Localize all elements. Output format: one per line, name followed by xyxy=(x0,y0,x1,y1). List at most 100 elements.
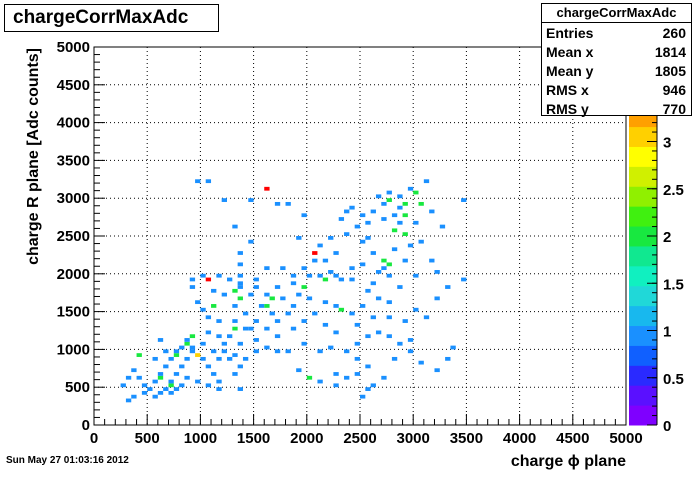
heatmap-cell xyxy=(370,251,376,255)
heatmap-cell xyxy=(365,220,371,225)
heatmap-cell xyxy=(173,349,180,354)
heatmap-cell xyxy=(344,375,350,380)
heatmap-cell xyxy=(221,341,227,346)
heatmap-cell xyxy=(264,304,270,308)
heatmap-cell xyxy=(248,326,254,331)
heatmap-cell xyxy=(221,198,227,202)
heatmap-cell xyxy=(221,292,227,297)
heatmap-cell xyxy=(200,273,206,278)
heatmap-cell xyxy=(296,236,302,240)
heatmap-cell xyxy=(365,334,371,339)
x-tick-label: 2000 xyxy=(290,430,323,447)
heatmap-cell xyxy=(407,349,414,354)
heatmap-cell xyxy=(317,273,323,278)
heatmap-cell xyxy=(125,375,132,380)
heatmap-cell xyxy=(461,198,467,202)
heatmap-cell xyxy=(413,220,419,225)
heatmap-cell xyxy=(189,349,196,354)
y-tick-label: 3000 xyxy=(57,190,90,207)
heatmap-cell xyxy=(232,326,238,331)
heatmap-cell xyxy=(131,368,137,373)
heatmap-cell xyxy=(413,273,419,278)
stat-row-mean-x: Mean x 1814 xyxy=(546,43,686,61)
heatmap-cell xyxy=(152,356,158,361)
heatmap-cell xyxy=(317,379,323,384)
heatmap-cell xyxy=(179,364,185,369)
heatmap-cell xyxy=(195,353,201,357)
heatmap-cell xyxy=(163,349,169,354)
heatmap-cell xyxy=(141,383,148,388)
heatmap-cell xyxy=(216,273,222,278)
heatmap-cell xyxy=(173,387,180,391)
heatmap-cell xyxy=(354,372,360,376)
stats-box: chargeCorrMaxAdc Entries 260 Mean x 1814… xyxy=(541,3,692,117)
heatmap-cell xyxy=(434,296,440,301)
heatmap-cell xyxy=(386,190,392,195)
heatmap-cell xyxy=(211,288,217,293)
heatmap-cell xyxy=(296,368,302,373)
heatmap-cell xyxy=(333,251,339,255)
heatmap-cell xyxy=(328,270,334,274)
heatmap-cell xyxy=(232,304,238,308)
heatmap-cell xyxy=(397,285,403,289)
stat-label: Entries xyxy=(546,25,594,41)
palette-swatch xyxy=(629,365,657,386)
heatmap-cell xyxy=(338,307,345,312)
heatmap-cell xyxy=(434,270,440,274)
heatmap-cell xyxy=(242,356,249,361)
heatmap-cell xyxy=(274,334,281,339)
heatmap-cell xyxy=(391,247,398,252)
heatmap-cell xyxy=(365,364,371,369)
heatmap-cell xyxy=(211,304,217,308)
heatmap-cell xyxy=(211,349,217,354)
heatmap-cell xyxy=(370,383,376,388)
heatmap-cell xyxy=(381,217,387,221)
stat-label: Mean y xyxy=(546,63,594,79)
heatmap-cell xyxy=(242,311,249,316)
x-tick-label: 2500 xyxy=(343,430,376,447)
heatmap-cell xyxy=(381,375,387,380)
heatmap-cell xyxy=(333,273,339,278)
heatmap-cell xyxy=(370,315,376,320)
heatmap-cell xyxy=(237,273,243,278)
stat-value: 1814 xyxy=(654,44,686,60)
heatmap-cell xyxy=(205,315,212,320)
heatmap-cell xyxy=(189,334,196,339)
stat-label: Mean x xyxy=(546,44,594,60)
heatmap-cell xyxy=(290,304,297,308)
heatmap-cell xyxy=(195,379,201,384)
palette-swatch xyxy=(629,285,657,307)
heatmap-cell xyxy=(274,285,281,289)
stat-value: 946 xyxy=(662,82,686,98)
heatmap-cell xyxy=(216,319,222,323)
heatmap-cell xyxy=(184,341,190,346)
heatmap-cell xyxy=(407,186,414,191)
heatmap-cell xyxy=(189,277,196,282)
heatmap-cell xyxy=(360,394,366,399)
palette-swatch xyxy=(629,305,657,327)
heatmap-cell xyxy=(280,266,286,271)
heatmap-cell xyxy=(232,319,238,323)
heatmap-cell xyxy=(211,372,217,376)
heatmap-cell xyxy=(269,296,275,301)
heatmap-cell xyxy=(285,311,291,316)
heatmap-cell xyxy=(301,213,307,218)
heatmap-cell xyxy=(333,330,339,335)
heatmap-cell xyxy=(423,315,430,320)
heatmap-cell xyxy=(445,356,451,361)
heatmap-cell xyxy=(450,345,456,350)
heatmap-cell xyxy=(205,364,212,369)
heatmap-cell xyxy=(360,304,366,308)
palette-swatch xyxy=(629,385,657,406)
heatmap-cell xyxy=(200,341,206,346)
stat-value: 1805 xyxy=(654,63,686,79)
heatmap-cell xyxy=(242,326,249,331)
heatmap-cell xyxy=(237,262,243,267)
heatmap-cell xyxy=(200,307,206,312)
heatmap-cell xyxy=(152,394,158,399)
heatmap-cell xyxy=(386,300,392,305)
chart-title: chargeCorrMaxAdc xyxy=(13,7,189,28)
heatmap-cell xyxy=(317,349,323,354)
x-tick-label: 4500 xyxy=(556,430,589,447)
heatmap-cell xyxy=(349,311,355,316)
